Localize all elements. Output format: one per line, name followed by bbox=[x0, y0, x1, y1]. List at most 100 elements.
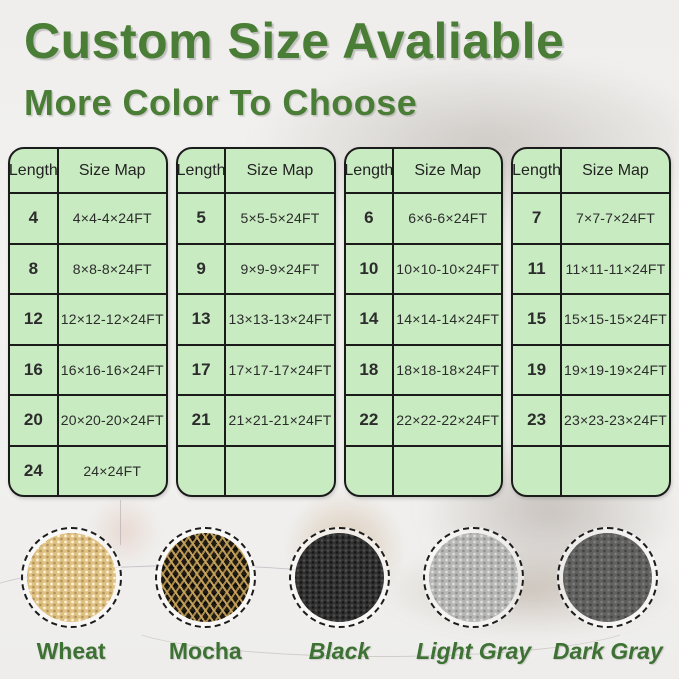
length-cell: 20 bbox=[10, 396, 59, 445]
length-cell: 22 bbox=[346, 396, 395, 445]
length-cell bbox=[513, 446, 562, 495]
fabric-sample-mocha bbox=[160, 533, 250, 622]
table-header-row: Length Size Map bbox=[178, 149, 334, 192]
fabric-sample-black bbox=[294, 533, 384, 622]
length-cell: 12 bbox=[10, 295, 59, 344]
size-map-cell: 13×13-13×24FT bbox=[228, 311, 332, 328]
length-cell: 23 bbox=[513, 396, 562, 445]
swatch-dark-gray: Dark Gray bbox=[545, 527, 671, 665]
table-row bbox=[513, 444, 669, 495]
size-map-cell: 12×12-12×24FT bbox=[60, 311, 164, 328]
table-row bbox=[177, 444, 334, 495]
swatch-label: Black bbox=[308, 638, 371, 664]
length-header: Length bbox=[10, 149, 59, 192]
swatch-label: Wheat bbox=[36, 638, 106, 664]
size-map-cell: 4×4-4×24FT bbox=[72, 210, 152, 227]
table-row: 16 16×16-16×24FT bbox=[10, 343, 166, 394]
length-cell: 9 bbox=[178, 244, 227, 293]
length-cell: 4 bbox=[10, 194, 59, 243]
table-row: 4 4×4-4×24FT bbox=[10, 192, 166, 243]
swatch-wheat: Wheat bbox=[8, 527, 134, 665]
size-map-cell: 18×18-18×24FT bbox=[396, 361, 500, 378]
size-map-cell: 15×15-15×24FT bbox=[563, 311, 667, 328]
size-map-cell: 8×8-8×24FT bbox=[72, 260, 152, 277]
size-table-4: Length Size Map 7 7×7-7×24FT 11 11×11-11×24FT… bbox=[511, 147, 671, 497]
length-cell: 5 bbox=[178, 194, 227, 243]
table-row: 20 20×20-20×24FT bbox=[10, 394, 166, 445]
length-cell: 15 bbox=[513, 295, 562, 344]
page-title: Custom Size Avaliable bbox=[24, 13, 565, 69]
swatch-label: Dark Gray bbox=[552, 638, 663, 664]
table-row: 22 22×22-22×24FT bbox=[345, 394, 502, 445]
table-row: 8 8×8-8×24FT bbox=[10, 242, 166, 293]
swatch-dashed-ring bbox=[557, 527, 659, 628]
size-tables-row: Length Size Map 4 4×4-4×24FT 8 8×8-8×24FT 12 12… bbox=[8, 147, 671, 497]
length-cell: 18 bbox=[346, 345, 395, 394]
length-cell bbox=[178, 446, 227, 495]
length-cell: 19 bbox=[513, 345, 562, 394]
size-map-cell: 24×24FT bbox=[83, 462, 142, 479]
swatch-dashed-ring bbox=[20, 527, 122, 628]
size-map-cell: 21×21-21×24FT bbox=[228, 412, 332, 429]
size-table-2: Length Size Map 5 5×5-5×24FT 9 9×9-9×24FT 13 13… bbox=[175, 147, 336, 497]
length-header: Length bbox=[513, 149, 562, 192]
length-cell: 17 bbox=[178, 345, 227, 394]
page-subtitle: More Color To Choose bbox=[24, 82, 418, 123]
table-row: 13 13×13-13×24FT bbox=[177, 293, 334, 344]
table-row: 23 23×23-23×24FT bbox=[513, 394, 669, 445]
fabric-sample-wheat bbox=[26, 533, 116, 622]
swatch-dashed-ring bbox=[154, 527, 256, 628]
size-map-cell: 11×11-11×24FT bbox=[565, 260, 666, 277]
size-map-cell: 9×9-9×24FT bbox=[240, 260, 320, 277]
size-map-cell bbox=[394, 447, 501, 496]
fabric-sample-dark-gray bbox=[563, 533, 653, 622]
table-header-row: Length Size Map bbox=[346, 149, 502, 192]
length-cell: 6 bbox=[346, 194, 395, 243]
length-cell: 7 bbox=[513, 194, 562, 243]
table-row: 24 24×24FT bbox=[10, 444, 166, 495]
size-map-cell: 10×10-10×24FT bbox=[396, 260, 500, 277]
length-cell: 13 bbox=[178, 295, 227, 344]
table-row: 9 9×9-9×24FT bbox=[177, 242, 334, 293]
swatch-dashed-ring bbox=[423, 527, 525, 628]
size-map-cell: 19×19-19×24FT bbox=[563, 361, 667, 378]
swatch-dashed-ring bbox=[288, 527, 390, 628]
length-cell: 21 bbox=[178, 396, 227, 445]
table-row: 19 19×19-19×24FT bbox=[513, 343, 669, 394]
size-map-cell: 7×7-7×24FT bbox=[575, 210, 656, 227]
swatch-light-gray: Light Gray bbox=[411, 527, 537, 665]
size-map-cell: 6×6-6×24FT bbox=[408, 210, 488, 227]
length-cell: 10 bbox=[346, 244, 395, 293]
fabric-sample-light-gray bbox=[429, 533, 519, 622]
table-row: 14 14×14-14×24FT bbox=[345, 293, 502, 344]
length-cell: 11 bbox=[513, 244, 562, 293]
length-header: Length bbox=[178, 149, 227, 192]
table-row: 21 21×21-21×24FT bbox=[177, 394, 334, 445]
size-map-header: Size Map bbox=[582, 161, 649, 179]
table-row bbox=[345, 444, 502, 496]
table-row: 7 7×7-7×24FT bbox=[513, 192, 669, 243]
length-cell bbox=[346, 446, 395, 495]
length-cell: 14 bbox=[346, 295, 395, 344]
table-row: 17 17×17-17×24FT bbox=[177, 343, 334, 394]
length-cell: 24 bbox=[10, 446, 59, 495]
table-row: 12 12×12-12×24FT bbox=[10, 293, 166, 344]
swatch-mocha: Mocha bbox=[142, 527, 268, 665]
table-row: 11 11×11-11×24FT bbox=[513, 242, 669, 293]
size-map-cell: 5×5-5×24FT bbox=[240, 210, 320, 227]
swatch-label: Mocha bbox=[168, 638, 242, 664]
size-map-cell: 23×23-23×24FT bbox=[563, 412, 667, 429]
size-table-3: Length Size Map 6 6×6-6×24FT 10 10×10-10×24FT… bbox=[343, 147, 504, 497]
size-map-cell: 14×14-14×24FT bbox=[396, 311, 500, 328]
table-row: 5 5×5-5×24FT bbox=[177, 192, 334, 243]
table-header-row: Length Size Map bbox=[513, 149, 669, 192]
table-header-row: Length Size Map bbox=[10, 149, 166, 192]
size-map-cell: 20×20-20×24FT bbox=[60, 412, 164, 429]
size-map-header: Size Map bbox=[414, 161, 482, 179]
size-map-header: Size Map bbox=[78, 161, 146, 179]
length-cell: 8 bbox=[10, 244, 59, 293]
color-swatches-row: Wheat Mocha Black Light Gray Dark Gray bbox=[4, 527, 675, 665]
size-map-cell: 16×16-16×24FT bbox=[60, 361, 164, 378]
swatch-label: Light Gray bbox=[416, 638, 532, 664]
size-map-cell: 17×17-17×24FT bbox=[228, 361, 332, 378]
